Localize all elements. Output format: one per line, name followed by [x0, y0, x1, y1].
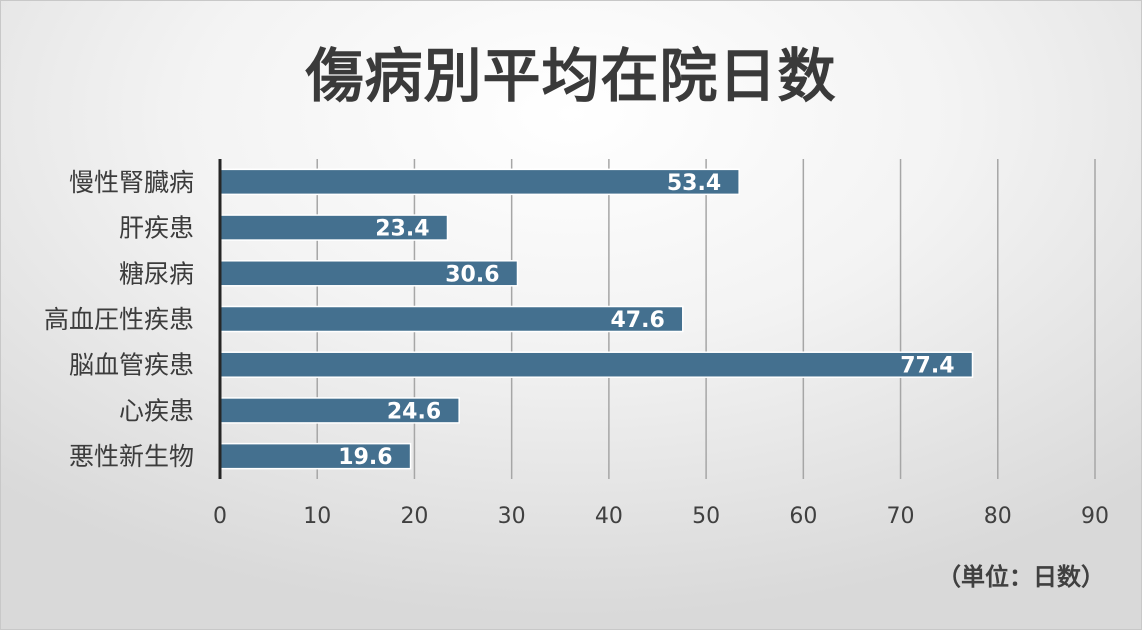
- category-label: 高血圧性疾患: [44, 305, 194, 334]
- data-label: 77.4: [900, 354, 954, 379]
- category-label: 肝疾患: [119, 214, 194, 243]
- data-label: 53.4: [667, 171, 721, 196]
- x-tick-label: 10: [303, 504, 331, 529]
- x-tick-label: 0: [213, 504, 227, 529]
- data-label: 24.6: [387, 399, 441, 424]
- category-label: 心疾患: [119, 396, 194, 425]
- bar: [219, 214, 449, 241]
- x-tick-label: 70: [887, 504, 915, 529]
- x-tick-label: 90: [1081, 504, 1109, 529]
- bar: [219, 260, 519, 287]
- x-tick-label: 20: [400, 504, 428, 529]
- bar: [219, 351, 974, 378]
- category-label: 脳血管疾患: [69, 351, 194, 380]
- bar: [219, 397, 460, 424]
- x-tick-label: 50: [692, 504, 720, 529]
- x-tick-label: 80: [984, 504, 1012, 529]
- x-tick-label: 40: [595, 504, 623, 529]
- data-label: 47.6: [610, 308, 664, 333]
- data-label: 30.6: [445, 262, 499, 287]
- bar: [219, 168, 740, 196]
- bar: [219, 305, 684, 333]
- unit-note: （単位：日数）: [937, 563, 1105, 591]
- chart-title: 傷病別平均在院日数: [305, 42, 837, 110]
- bar: [219, 442, 412, 470]
- x-tick-label: 60: [789, 504, 817, 529]
- x-tick-label: 30: [498, 504, 526, 529]
- data-label: 19.6: [338, 445, 392, 470]
- category-label: 慢性腎臓病: [69, 168, 194, 197]
- data-label: 23.4: [375, 217, 429, 242]
- category-label: 糖尿病: [119, 259, 194, 288]
- category-label: 悪性新生物: [69, 442, 194, 471]
